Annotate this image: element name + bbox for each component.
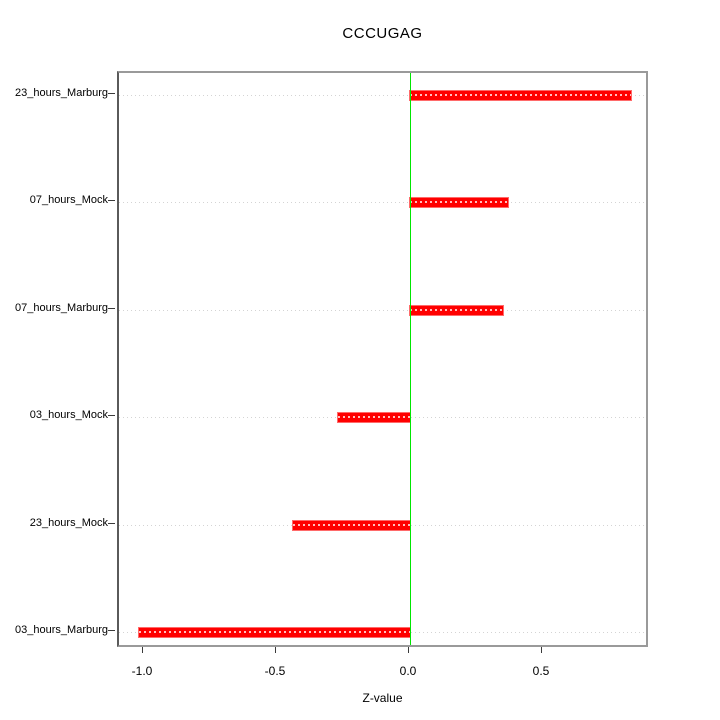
grid-line (119, 310, 646, 311)
y-axis-tick (108, 630, 115, 631)
bar-03_hours_Marburg (139, 628, 410, 637)
plot-area (117, 71, 648, 647)
y-axis-tick (108, 200, 115, 201)
category-label-03_hours_Mock: 03_hours_Mock (29, 409, 108, 421)
x-axis-tick (142, 647, 143, 653)
y-axis-tick (108, 415, 115, 416)
chart-title: CCCUGAG (342, 25, 423, 42)
x-axis-tick-label: 0.5 (532, 664, 550, 678)
zero-reference-line (410, 73, 411, 645)
category-label-07_hours_Mock: 07_hours_Mock (29, 194, 108, 206)
x-axis-tick (408, 647, 409, 653)
y-axis-tick (108, 308, 115, 309)
x-axis-tick (275, 647, 276, 653)
x-axis-tick (541, 647, 542, 653)
bar-07_hours_Marburg (410, 306, 503, 315)
bar-23_hours_Mock (293, 521, 410, 530)
x-axis-tick-label: 0.0 (399, 664, 417, 678)
category-label-07_hours_Marburg: 07_hours_Marburg (15, 302, 108, 314)
category-label-23_hours_Marburg: 23_hours_Marburg (15, 87, 108, 99)
x-axis-tick-label: -1.0 (131, 664, 153, 678)
x-axis-title: Z-value (362, 691, 403, 705)
grid-line (119, 202, 646, 203)
y-axis-tick (108, 93, 115, 94)
category-label-03_hours_Marburg: 03_hours_Marburg (15, 624, 108, 636)
bar-03_hours_Mock (338, 413, 410, 422)
bar-23_hours_Marburg (410, 91, 631, 100)
category-label-23_hours_Mock: 23_hours_Mock (29, 517, 108, 529)
y-axis-tick (108, 523, 115, 524)
grid-line (119, 95, 646, 96)
bar-07_hours_Mock (410, 198, 508, 207)
x-axis-tick-label: -0.5 (264, 664, 286, 678)
